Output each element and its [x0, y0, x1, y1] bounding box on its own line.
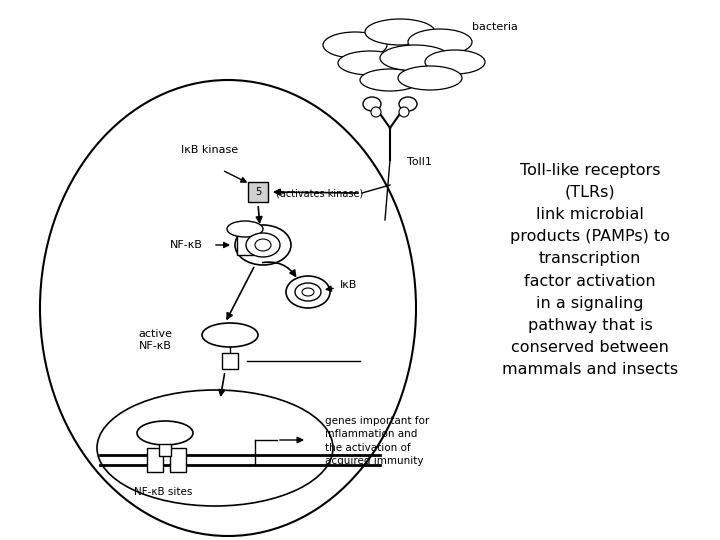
Ellipse shape: [363, 97, 381, 111]
Ellipse shape: [338, 51, 402, 75]
Text: 5: 5: [255, 187, 261, 197]
Bar: [159, 444, 171, 456]
Text: IκB kinase: IκB kinase: [181, 145, 238, 155]
Ellipse shape: [202, 323, 258, 347]
Ellipse shape: [365, 19, 435, 45]
Text: genes important for
inflammation and
the activation of
acquired immunity: genes important for inflammation and the…: [325, 416, 429, 466]
Ellipse shape: [227, 221, 263, 237]
Ellipse shape: [380, 45, 450, 71]
Text: (activates kinase): (activates kinase): [276, 188, 364, 198]
Ellipse shape: [323, 32, 387, 58]
Bar: [248, 182, 268, 202]
Ellipse shape: [235, 225, 291, 265]
Ellipse shape: [408, 29, 472, 55]
Ellipse shape: [371, 107, 381, 117]
Ellipse shape: [137, 421, 193, 445]
Text: Toll1: Toll1: [407, 157, 432, 167]
Bar: [222, 353, 238, 369]
Text: Toll-like receptors
(TLRs)
link microbial
products (PAMPs) to
transcription
fact: Toll-like receptors (TLRs) link microbia…: [502, 163, 678, 377]
Text: bacteria: bacteria: [472, 22, 518, 32]
Ellipse shape: [286, 276, 330, 308]
Ellipse shape: [399, 97, 417, 111]
Bar: [237, 235, 253, 255]
Ellipse shape: [40, 80, 416, 536]
Text: IκB: IκB: [340, 280, 357, 290]
Text: active
NF-κB: active NF-κB: [138, 329, 172, 351]
Ellipse shape: [360, 69, 420, 91]
Ellipse shape: [255, 239, 271, 251]
Ellipse shape: [295, 283, 321, 301]
Ellipse shape: [399, 107, 409, 117]
Text: NF-κB: NF-κB: [170, 240, 203, 250]
Bar: [170, 448, 186, 472]
Ellipse shape: [302, 288, 314, 296]
Ellipse shape: [246, 233, 280, 257]
Bar: [147, 448, 163, 472]
Ellipse shape: [425, 50, 485, 74]
Text: NF-κB sites: NF-κB sites: [134, 487, 192, 497]
Ellipse shape: [97, 390, 333, 506]
Ellipse shape: [398, 66, 462, 90]
